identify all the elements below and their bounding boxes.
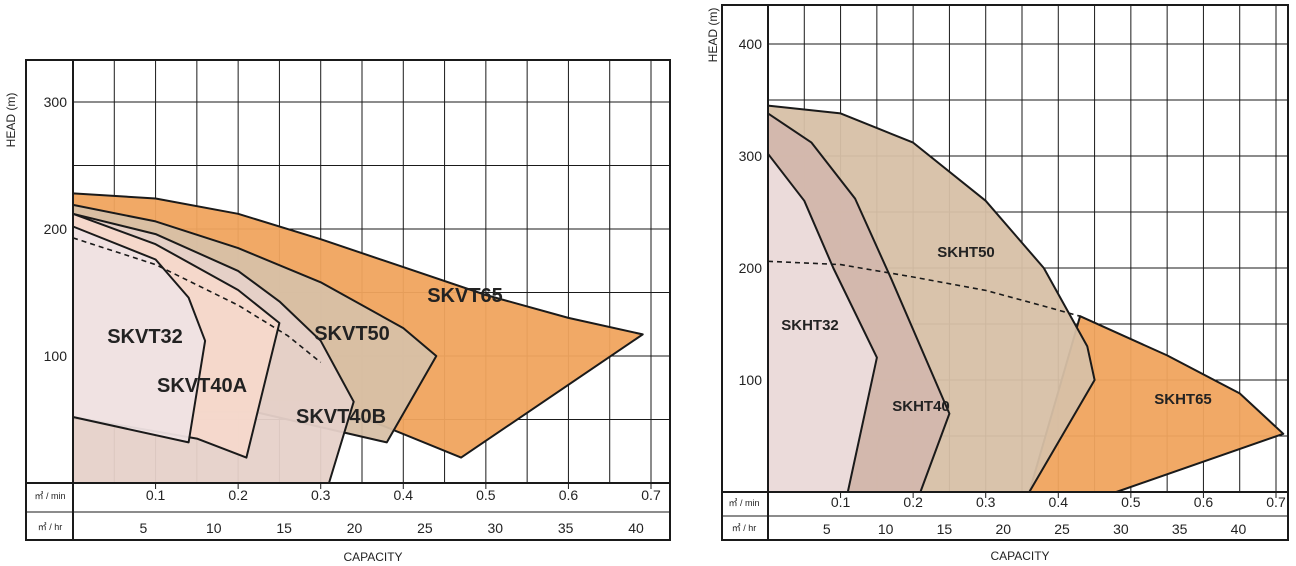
x-tick-label-min: 0.5: [476, 487, 496, 503]
x-tick-label-min: 0.4: [1049, 494, 1069, 510]
unit-label-min: ㎥ / min: [728, 498, 759, 508]
unit-label-min: ㎥ / min: [34, 491, 65, 501]
unit-label-hr: ㎥ / hr: [732, 523, 757, 533]
series-label: SKHT40: [892, 398, 950, 415]
x-tick-label-min: 0.7: [1266, 494, 1286, 510]
chart-frame: [25, 59, 671, 541]
x-tick-label-hr: 35: [558, 520, 574, 536]
x-axis-title: CAPACITY: [343, 550, 402, 564]
x-tick-label-min: 0.2: [903, 494, 923, 510]
unit-label-hr: ㎥ / hr: [38, 522, 63, 532]
series-label: SKVT65: [427, 285, 503, 307]
series-label: SKVT40B: [296, 406, 386, 428]
y-tick-label: 200: [739, 260, 763, 276]
series-label: SKHT65: [1154, 391, 1212, 408]
x-tick-label-hr: 40: [1231, 521, 1247, 537]
x-tick-label-min: 0.2: [228, 487, 248, 503]
chart-frame: [721, 4, 1289, 541]
x-tick-label-hr: 30: [487, 520, 503, 536]
x-tick-label-min: 0.6: [1194, 494, 1214, 510]
x-tick-label-min: 0.4: [394, 487, 414, 503]
x-tick-label-hr: 35: [1172, 521, 1188, 537]
skvt-chart: SKVT65 SKVT50 SKVT40B SKVT40A SKVT32 100 200 30…: [4, 59, 671, 564]
x-tick-label-min: 0.3: [976, 494, 996, 510]
x-tick-label-hr: 20: [995, 521, 1011, 537]
skht-chart: SKHT65 SKHT50 SKHT40 SKHT32 100 200 300 400 0.1 0…: [706, 4, 1289, 563]
x-tick-label-min: 0.7: [641, 487, 661, 503]
dashed-curve: [767, 260, 1081, 317]
x-tick-label-hr: 10: [878, 521, 894, 537]
y-tick-label: 300: [739, 148, 763, 164]
series-label: SKVT32: [107, 326, 183, 348]
x-tick-label-hr: 10: [206, 520, 222, 536]
x-tick-label-hr: 25: [417, 520, 433, 536]
y-tick-label: 300: [44, 94, 68, 110]
x-tick-label-hr: 15: [276, 520, 292, 536]
y-tick-label: 100: [44, 348, 68, 364]
y-tick-label: 200: [44, 221, 68, 237]
y-tick-label: 400: [739, 36, 763, 52]
y-axis-title: HEAD (m): [4, 93, 18, 148]
curve-regions: [72, 192, 644, 484]
x-tick-label-min: 0.1: [831, 494, 851, 510]
x-tick-label-min: 0.3: [311, 487, 331, 503]
series-label: SKHT50: [937, 244, 995, 261]
series-label: SKVT50: [314, 323, 390, 345]
y-axis-title: HEAD (m): [706, 8, 720, 63]
x-tick-label-hr: 15: [937, 521, 953, 537]
x-tick-label-hr: 25: [1054, 521, 1070, 537]
x-tick-label-hr: 30: [1113, 521, 1129, 537]
x-tick-label-min: 0.5: [1121, 494, 1141, 510]
x-axis-title: CAPACITY: [990, 549, 1049, 563]
x-tick-label-hr: 40: [628, 520, 644, 536]
y-tick-label: 100: [739, 372, 763, 388]
dashed-curve: [72, 237, 322, 364]
curve-regions: [767, 104, 1285, 493]
x-tick-label-hr: 5: [139, 520, 147, 536]
series-label: SKVT40A: [157, 375, 247, 397]
x-tick-label-hr: 20: [347, 520, 363, 536]
x-tick-label-hr: 5: [823, 521, 831, 537]
series-label: SKHT32: [781, 317, 839, 334]
x-tick-label-min: 0.6: [559, 487, 579, 503]
x-tick-label-min: 0.1: [146, 487, 166, 503]
